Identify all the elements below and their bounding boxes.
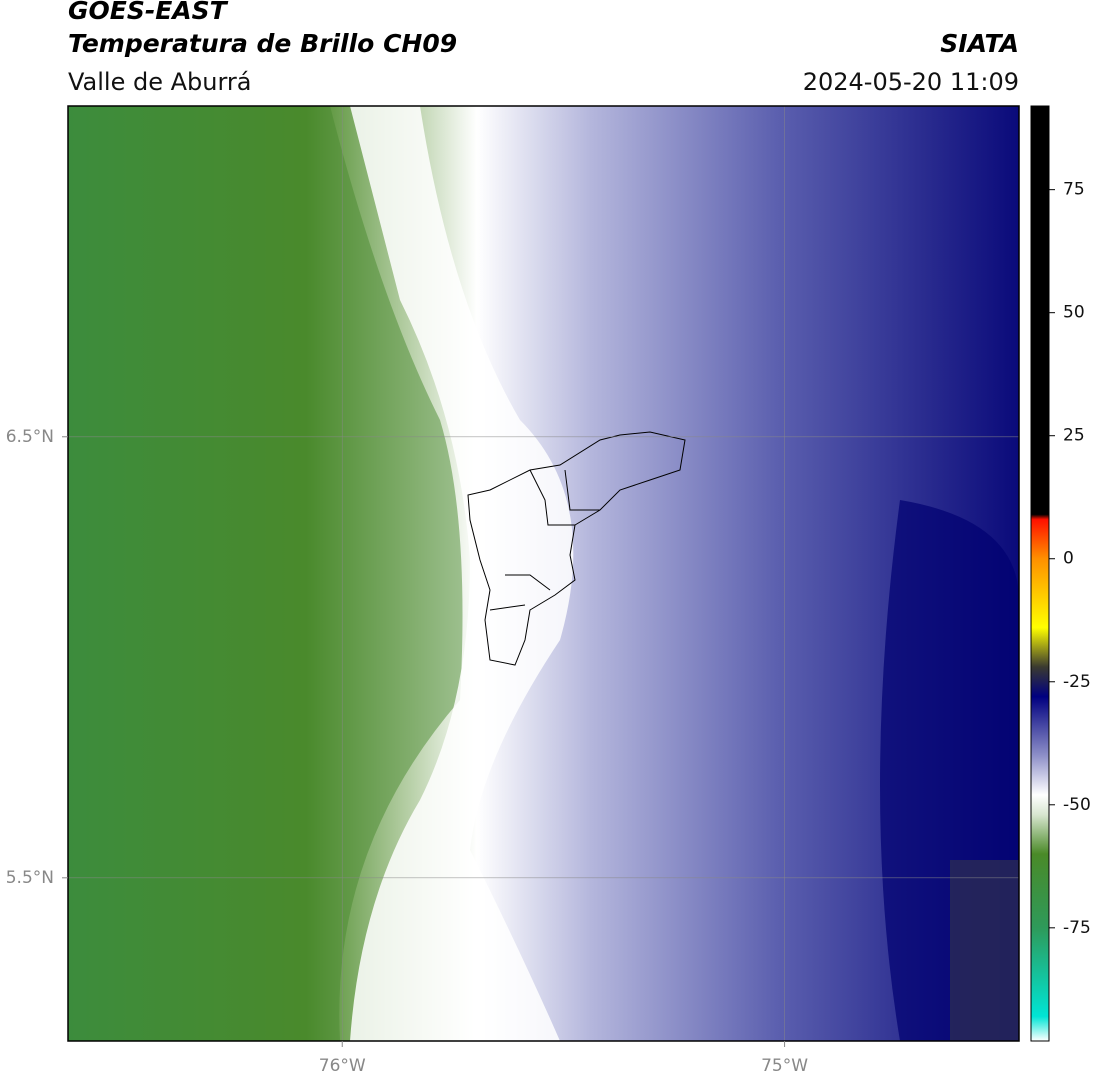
colorbar-label: -75: [1063, 918, 1091, 938]
source: SIATA: [940, 29, 1019, 58]
green-area: [68, 106, 463, 1041]
colorbar: [1030, 105, 1050, 1042]
region: Valle de Aburrá: [68, 68, 252, 96]
lon-label: 76°W: [319, 1056, 366, 1076]
municipal-boundaries: [489, 469, 600, 611]
map-field: [68, 106, 1019, 1041]
colorbar-label: 50: [1063, 303, 1085, 323]
valley-boundary: [467, 431, 686, 666]
lat-label: 5.5°N: [6, 868, 54, 888]
subtitle: Temperatura de Brillo CH09: [68, 29, 457, 58]
colorbar-label: 25: [1063, 426, 1085, 446]
colorbar-label: 75: [1063, 180, 1085, 200]
colorbar-label: 0: [1063, 549, 1074, 569]
map-frame: [67, 105, 1020, 1042]
lon-label: 75°W: [761, 1056, 808, 1076]
dark-corner: [950, 860, 1019, 1041]
lat-label: 6.5°N: [6, 427, 54, 447]
white-band: [350, 106, 574, 1041]
datetime: 2024-05-20 11:09: [803, 68, 1019, 96]
colorbar-label: -50: [1063, 795, 1091, 815]
title: GOES-EAST: [68, 0, 229, 25]
colorbar-label: -25: [1063, 672, 1091, 692]
